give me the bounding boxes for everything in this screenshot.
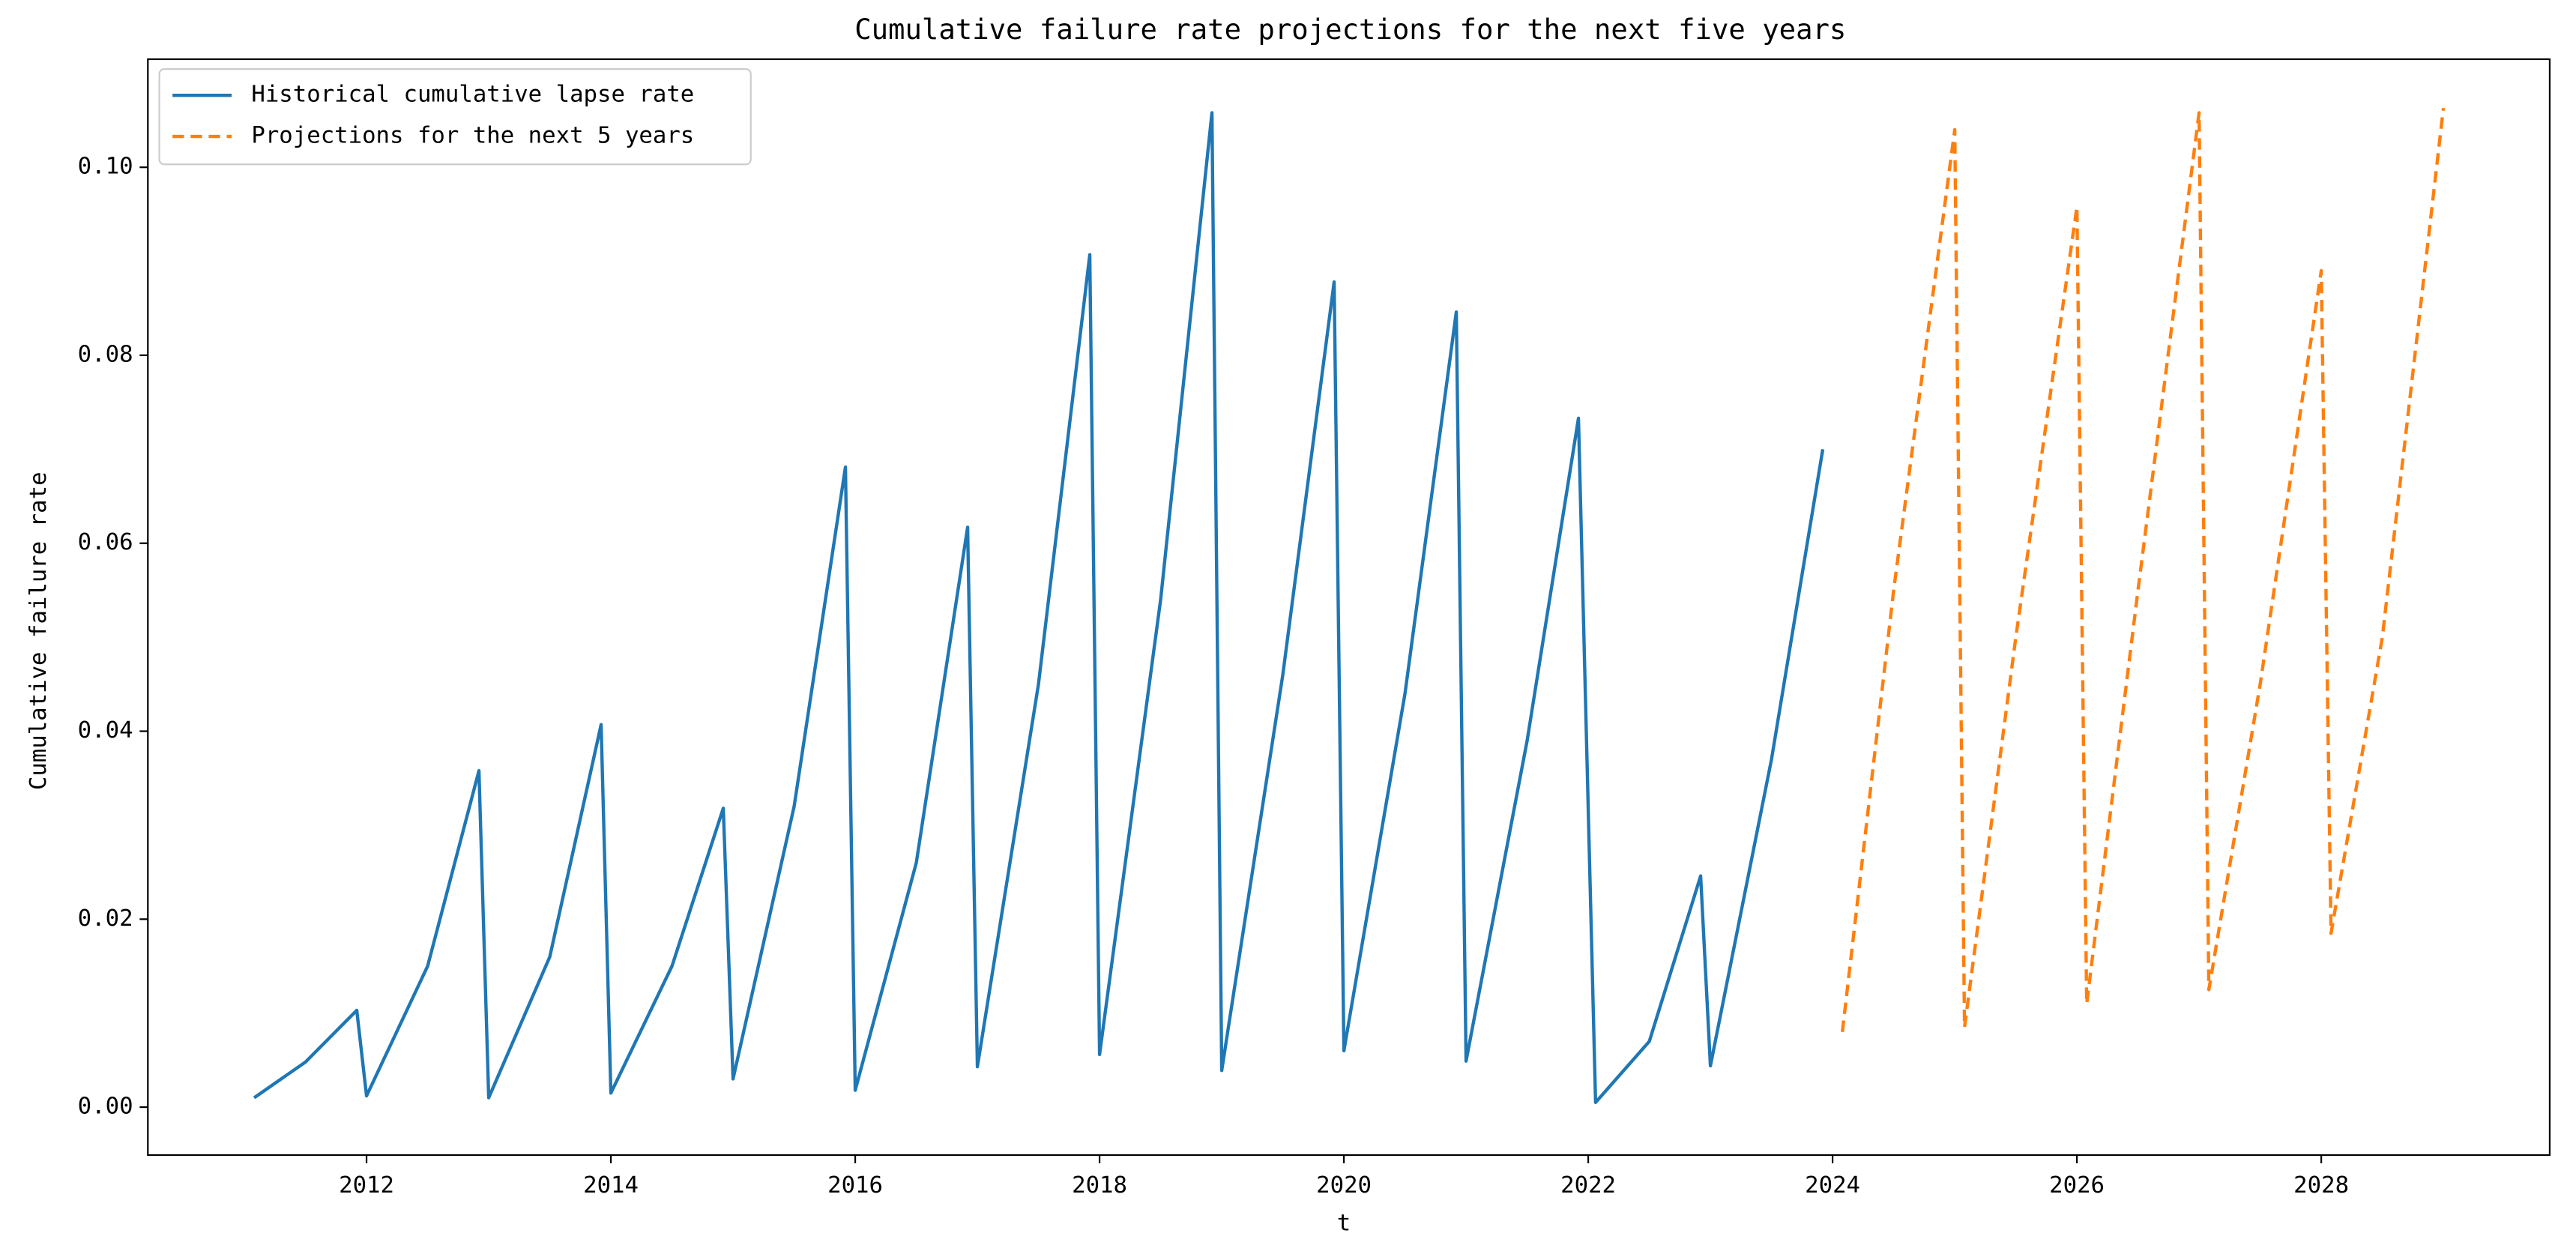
legend-label: Historical cumulative lapse rate	[251, 82, 694, 108]
x-tick-label: 2026	[2049, 1172, 2105, 1199]
series-line	[253, 111, 1825, 1105]
plot-frame	[147, 58, 2551, 1157]
x-tick-label: 2020	[1316, 1172, 1372, 1199]
x-tick-label: 2022	[1560, 1172, 1616, 1199]
x-tick-label: 2016	[827, 1172, 883, 1199]
x-tick-label: 2018	[1072, 1172, 1127, 1199]
x-axis-label: t	[1337, 1211, 1351, 1237]
chart-title: Cumulative failure rate projections for …	[854, 13, 1846, 46]
x-tick-label: 2028	[2293, 1172, 2349, 1199]
x-tick-label: 2014	[583, 1172, 639, 1199]
y-tick-label: 0.04	[78, 717, 133, 744]
y-tick-label: 0.06	[78, 529, 133, 555]
y-tick-label: 0.00	[78, 1094, 133, 1120]
x-tick-label: 2012	[339, 1172, 394, 1199]
y-tick-label: 0.10	[78, 154, 133, 180]
y-axis-label: Cumulative failure rate	[25, 471, 52, 790]
y-tick-label: 0.08	[78, 341, 133, 367]
legend-box	[158, 68, 752, 166]
y-tick-label: 0.02	[78, 905, 133, 932]
series-line	[1840, 107, 2446, 1033]
legend-label: Projections for the next 5 years	[251, 123, 694, 149]
x-tick-label: 2024	[1805, 1172, 1860, 1199]
